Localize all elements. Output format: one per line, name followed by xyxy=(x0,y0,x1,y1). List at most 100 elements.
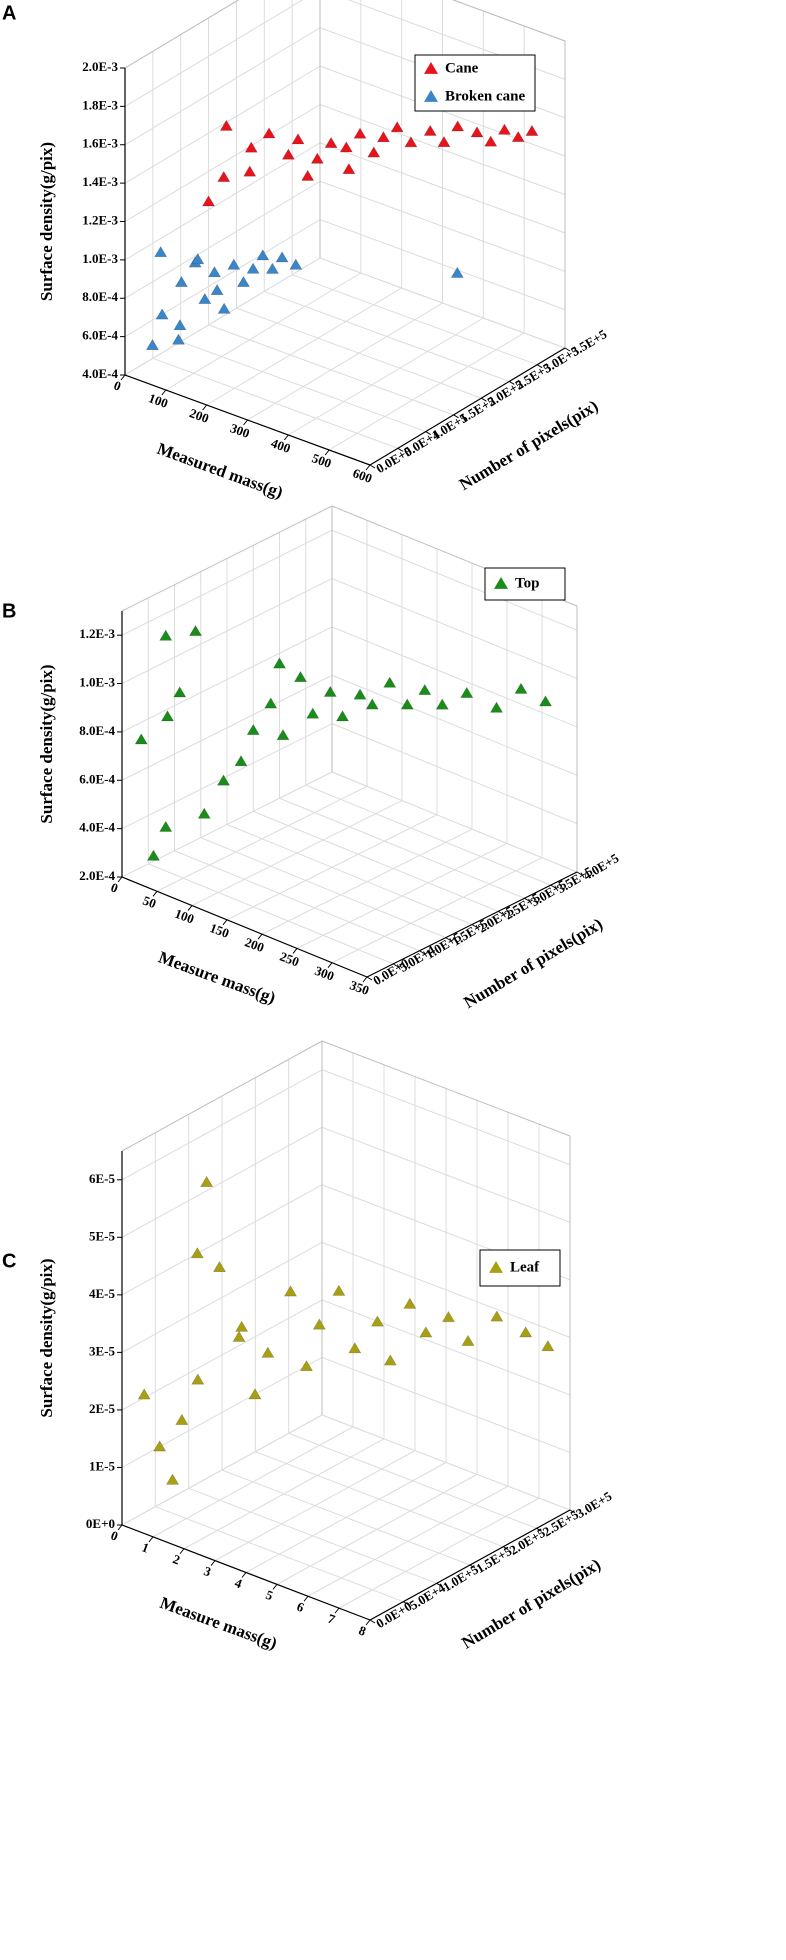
z-tick-label: 6E-5 xyxy=(89,1171,116,1186)
grid-line xyxy=(288,1432,537,1529)
grid-line xyxy=(124,257,321,376)
grid-line xyxy=(124,0,240,69)
grid-line xyxy=(331,723,578,825)
x-tick-label: 250 xyxy=(278,949,301,970)
point xyxy=(210,283,224,296)
point xyxy=(484,135,498,147)
y-tick xyxy=(569,1509,576,1514)
point xyxy=(339,141,353,153)
point xyxy=(174,275,188,287)
legend-label: Cane xyxy=(445,60,479,76)
point xyxy=(312,1318,326,1330)
point xyxy=(236,275,250,287)
x-axis-title: Measure mass(g) xyxy=(158,1593,280,1653)
grid-line xyxy=(305,784,551,886)
point xyxy=(365,698,379,710)
x-tick xyxy=(202,404,208,411)
point xyxy=(202,195,216,207)
point xyxy=(248,1388,262,1400)
x-tick xyxy=(365,1619,371,1626)
y-tick xyxy=(564,347,571,352)
x-tick xyxy=(210,1560,216,1566)
grid-line xyxy=(124,180,321,299)
point xyxy=(217,170,231,182)
grid-line xyxy=(124,0,304,107)
point xyxy=(173,319,187,331)
point xyxy=(519,1326,533,1338)
x-tick xyxy=(283,434,289,441)
grid-line xyxy=(331,674,578,776)
point xyxy=(404,136,418,148)
grid-line xyxy=(124,65,321,184)
point xyxy=(155,308,169,320)
y-tick xyxy=(436,1582,442,1587)
x-tick xyxy=(152,890,158,897)
grid-line xyxy=(331,578,578,680)
point xyxy=(335,710,350,722)
point xyxy=(283,1285,298,1297)
y-tick xyxy=(503,1546,509,1551)
grid-line xyxy=(331,529,578,631)
x-tick-label: 5 xyxy=(264,1587,276,1603)
grid-line xyxy=(206,287,402,406)
grid-line xyxy=(221,1469,471,1566)
grid-line xyxy=(174,850,420,952)
point xyxy=(323,685,337,697)
point xyxy=(200,1175,214,1187)
x-tick xyxy=(292,948,298,954)
y-tick xyxy=(419,950,425,955)
point xyxy=(423,124,437,136)
point xyxy=(234,755,248,767)
panel: B 2.0E-4 4.0E-4 6.0E-4 8.0E-4 1.0E-3 1.2E-3 0 50… xyxy=(2,505,622,1012)
x-axis xyxy=(121,876,368,978)
x-tick xyxy=(303,1595,309,1602)
grid-line xyxy=(288,317,484,436)
grid-line xyxy=(319,257,566,349)
z-axis-title: Surface density(g/pix) xyxy=(37,664,56,823)
point xyxy=(232,1330,246,1342)
x-tick-label: 50 xyxy=(141,893,158,912)
legend-marker xyxy=(424,62,438,74)
z-axis-title: Surface density(g/pix) xyxy=(37,142,56,301)
x-tick-label: 200 xyxy=(243,934,266,955)
grid-line xyxy=(208,324,454,416)
point xyxy=(188,624,203,636)
point xyxy=(197,807,211,819)
box-edge xyxy=(451,0,566,42)
y-tick xyxy=(550,884,557,889)
point xyxy=(272,657,287,669)
z-tick-label: 1.6E-3 xyxy=(82,136,118,151)
x-tick xyxy=(117,876,123,883)
point xyxy=(137,1388,151,1400)
point xyxy=(153,1440,167,1452)
z-tick-label: 4.0E-4 xyxy=(79,820,115,835)
point xyxy=(216,774,231,786)
point xyxy=(511,130,525,142)
legend-marker xyxy=(424,90,438,102)
x-tick xyxy=(362,976,368,983)
z-tick-label: 0E+0 xyxy=(86,1516,115,1531)
grid-line xyxy=(152,357,399,449)
y-tick xyxy=(536,1527,542,1532)
box-edge xyxy=(321,1040,571,1137)
point xyxy=(227,258,241,270)
point xyxy=(541,1340,555,1352)
x-tick-label: 100 xyxy=(173,906,196,927)
y-tick-label: 3.0E+5 xyxy=(573,1488,614,1521)
z-tick-label: 4E-5 xyxy=(89,1286,116,1301)
point xyxy=(293,670,308,683)
y-tick xyxy=(425,431,431,436)
point xyxy=(332,1284,346,1296)
point xyxy=(275,251,289,263)
z-tick-label: 2.0E-3 xyxy=(82,59,118,74)
z-tick-label: 1E-5 xyxy=(89,1458,116,1473)
x-tick-label: 2 xyxy=(171,1551,182,1567)
box-edge xyxy=(124,0,240,69)
x-tick xyxy=(148,1536,154,1543)
panel-label: A xyxy=(2,2,16,24)
point xyxy=(198,292,212,304)
x-tick xyxy=(120,374,126,381)
x-tick-label: 7 xyxy=(326,1611,338,1627)
grid-line xyxy=(253,810,499,912)
